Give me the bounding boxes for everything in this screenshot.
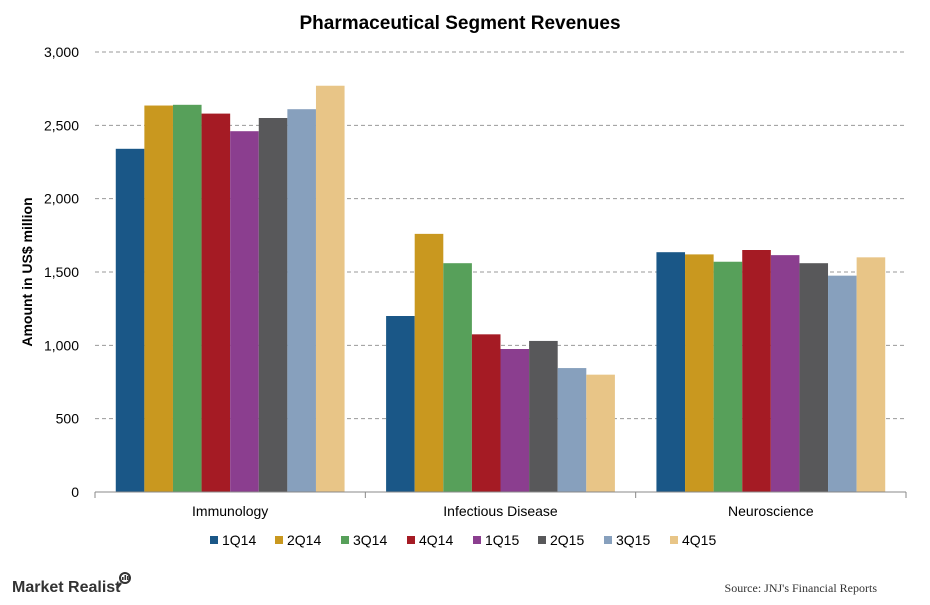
magnifier-icon (116, 572, 131, 589)
source-note: Source: JNJ's Financial Reports (725, 581, 878, 595)
bar (799, 263, 829, 492)
bar (529, 340, 558, 492)
bars (115, 85, 886, 493)
legend-item: 3Q15 (604, 532, 650, 548)
bar (230, 131, 259, 492)
legend-item: 1Q14 (210, 532, 256, 548)
legend-swatch (604, 536, 612, 544)
legend-item: 1Q15 (473, 532, 519, 548)
legend-label: 2Q15 (550, 532, 584, 548)
y-tick-label: 2,500 (44, 117, 79, 133)
legend-swatch (341, 536, 349, 544)
legend-item: 3Q14 (341, 532, 387, 548)
category-labels: Immunology Infectious Disease Neuroscience (192, 503, 814, 519)
bar (287, 109, 316, 492)
legend-label: 1Q14 (222, 532, 256, 548)
legend-item: 4Q15 (670, 532, 716, 548)
y-tick-label: 1,000 (44, 337, 79, 353)
legend-label: 4Q14 (419, 532, 453, 548)
bar (828, 275, 857, 492)
legend-item: 4Q14 (407, 532, 453, 548)
category-label: Infectious Disease (443, 503, 558, 519)
legend-swatch (407, 536, 415, 544)
bar (258, 118, 288, 492)
legend-label: 3Q14 (353, 532, 387, 548)
bar (856, 257, 886, 492)
y-tick-label: 500 (56, 411, 80, 427)
y-axis-label: Amount in US$ million (19, 197, 35, 346)
y-axis-ticks: 0 500 1,000 1,500 2,000 2,500 3,000 (44, 44, 79, 500)
category-label: Neuroscience (728, 503, 814, 519)
bar (172, 104, 202, 493)
y-tick-label: 2,000 (44, 191, 79, 207)
bar (742, 250, 771, 492)
y-tick-label: 0 (71, 484, 79, 500)
category-label: Immunology (192, 503, 268, 519)
legend-swatch (473, 536, 481, 544)
bar (557, 368, 587, 492)
y-tick-label: 1,500 (44, 264, 79, 280)
bar (471, 334, 501, 492)
bar (685, 254, 714, 492)
bar (713, 261, 743, 492)
legend-label: 4Q15 (682, 532, 716, 548)
legend: 1Q14 2Q14 3Q14 4Q14 1Q15 2Q15 3Q15 4Q15 (210, 532, 716, 548)
legend-label: 1Q15 (485, 532, 519, 548)
bar (115, 148, 145, 493)
bar (386, 316, 415, 492)
bar (315, 85, 345, 492)
x-axis-ticks (94, 492, 907, 498)
bar (144, 105, 173, 493)
bar (201, 113, 231, 492)
legend-label: 2Q14 (287, 532, 321, 548)
legend-swatch (210, 536, 218, 544)
legend-item: 2Q15 (538, 532, 584, 548)
bar (414, 233, 444, 492)
legend-label: 3Q15 (616, 532, 650, 548)
bar (443, 263, 472, 492)
brand-name: Market Realist (12, 579, 121, 596)
bar (586, 374, 615, 492)
bar (656, 252, 686, 492)
chart-title: Pharmaceutical Segment Revenues (299, 13, 620, 34)
bar (500, 349, 530, 492)
y-tick-label: 3,000 (44, 44, 79, 60)
legend-swatch (670, 536, 678, 544)
bar (770, 255, 800, 492)
brand-logo: Market Realist (12, 572, 131, 596)
legend-swatch (275, 536, 283, 544)
legend-swatch (538, 536, 546, 544)
legend-item: 2Q14 (275, 532, 321, 548)
